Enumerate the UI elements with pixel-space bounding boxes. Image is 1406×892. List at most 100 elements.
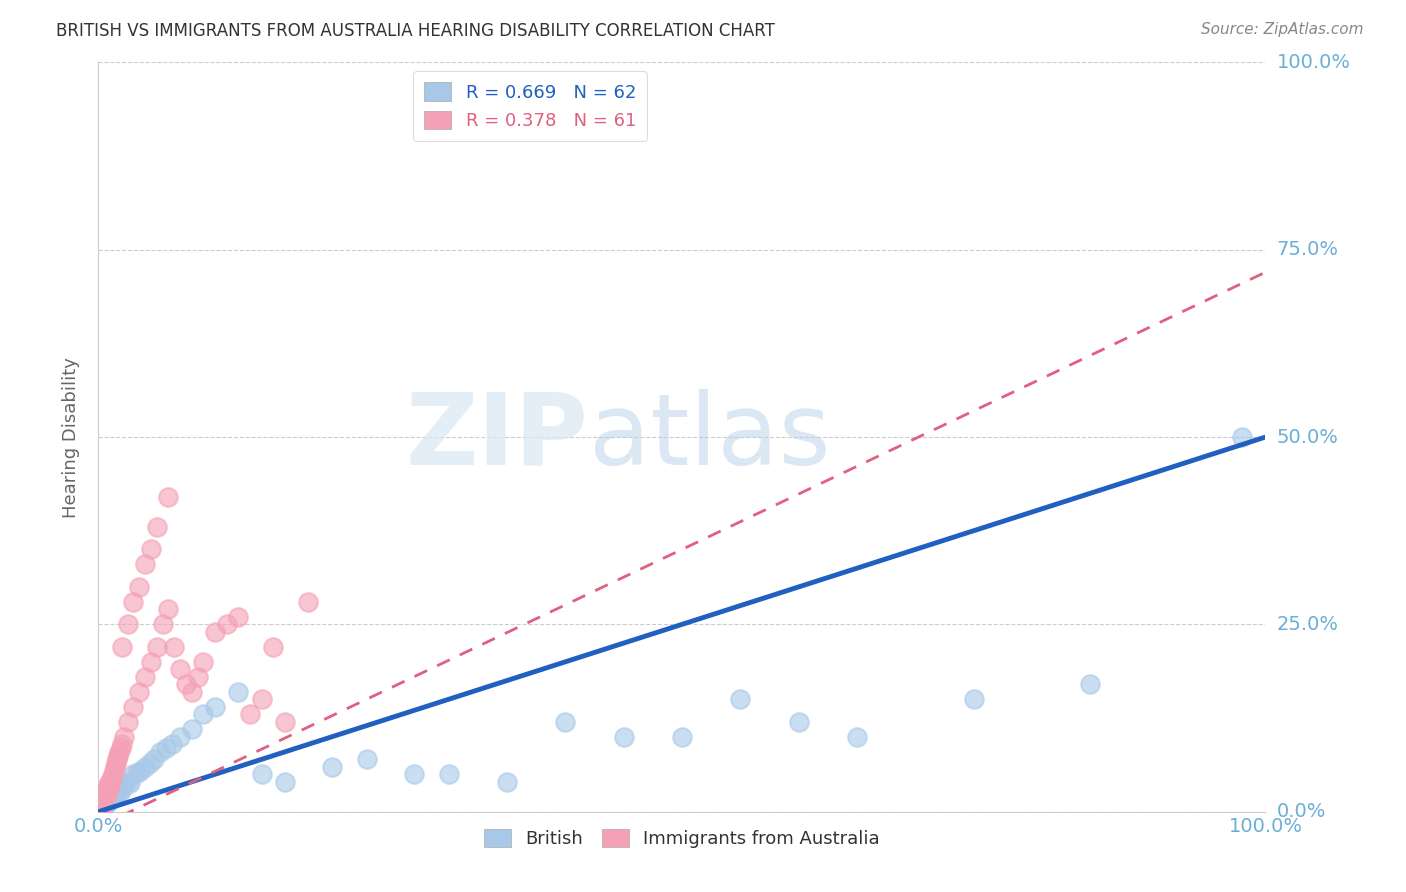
Point <box>89 798 111 813</box>
Point <box>143 752 166 766</box>
Point <box>730 692 752 706</box>
Point <box>149 745 172 759</box>
Y-axis label: Hearing Disability: Hearing Disability <box>62 357 80 517</box>
Point <box>112 730 135 744</box>
Point <box>122 699 145 714</box>
Point <box>169 730 191 744</box>
Point <box>94 786 117 800</box>
Point <box>157 602 180 616</box>
Point <box>91 798 114 813</box>
Point <box>117 617 139 632</box>
Point <box>146 520 169 534</box>
Point <box>146 640 169 654</box>
Point <box>91 799 114 814</box>
Point <box>180 723 202 737</box>
Point <box>98 774 121 789</box>
Point <box>437 767 460 781</box>
Point <box>111 737 134 751</box>
Point <box>250 767 273 781</box>
Point <box>98 792 121 806</box>
Point <box>204 699 226 714</box>
Point <box>98 791 121 805</box>
Point <box>89 801 111 815</box>
Point <box>97 780 120 795</box>
Text: 100.0%: 100.0% <box>1277 53 1351 72</box>
Point <box>97 795 120 809</box>
Point <box>104 760 127 774</box>
Point <box>104 786 127 800</box>
Text: atlas: atlas <box>589 389 830 485</box>
Point <box>96 796 118 810</box>
Text: Source: ZipAtlas.com: Source: ZipAtlas.com <box>1201 22 1364 37</box>
Point <box>239 707 262 722</box>
Point <box>250 692 273 706</box>
Point <box>111 640 134 654</box>
Point <box>91 796 114 810</box>
Point <box>787 714 810 729</box>
Point <box>193 707 215 722</box>
Point <box>402 767 425 781</box>
Point <box>90 797 112 812</box>
Point <box>93 797 115 812</box>
Point <box>90 800 112 814</box>
Point <box>274 774 297 789</box>
Text: 50.0%: 50.0% <box>1277 427 1339 447</box>
Point <box>93 797 115 812</box>
Point <box>97 794 120 808</box>
Point <box>152 617 174 632</box>
Text: ZIP: ZIP <box>406 389 589 485</box>
Point <box>174 677 197 691</box>
Point <box>215 617 238 632</box>
Point <box>98 779 121 793</box>
Point <box>90 802 112 816</box>
Point <box>110 741 132 756</box>
Point <box>96 788 118 802</box>
Point <box>94 796 117 810</box>
Point <box>90 801 112 815</box>
Point <box>187 670 209 684</box>
Point <box>228 685 250 699</box>
Point <box>962 692 984 706</box>
Point <box>134 558 156 572</box>
Point <box>96 783 118 797</box>
Point <box>554 714 576 729</box>
Point <box>204 624 226 639</box>
Point <box>93 793 115 807</box>
Point <box>117 714 139 729</box>
Point <box>321 760 343 774</box>
Point <box>117 774 139 789</box>
Point <box>111 780 134 795</box>
Point <box>100 773 122 788</box>
Text: 75.0%: 75.0% <box>1277 240 1339 260</box>
Point <box>155 741 177 756</box>
Point <box>97 793 120 807</box>
Point <box>274 714 297 729</box>
Point <box>97 793 120 807</box>
Point <box>163 640 186 654</box>
Point <box>228 610 250 624</box>
Point <box>169 662 191 676</box>
Point <box>122 595 145 609</box>
Legend: British, Immigrants from Australia: British, Immigrants from Australia <box>477 822 887 855</box>
Point <box>139 542 162 557</box>
Point <box>91 793 114 807</box>
Point <box>134 670 156 684</box>
Point <box>104 756 127 770</box>
Point <box>122 767 145 781</box>
Point <box>139 655 162 669</box>
Point <box>129 764 152 778</box>
Point <box>125 765 148 780</box>
Text: BRITISH VS IMMIGRANTS FROM AUSTRALIA HEARING DISABILITY CORRELATION CHART: BRITISH VS IMMIGRANTS FROM AUSTRALIA HEA… <box>56 22 775 40</box>
Point <box>128 685 150 699</box>
Point <box>139 756 162 770</box>
Point <box>101 789 124 804</box>
Point <box>356 752 378 766</box>
Point <box>105 752 128 766</box>
Point <box>90 795 112 809</box>
Point <box>671 730 693 744</box>
Point <box>90 797 112 812</box>
Point <box>104 788 127 802</box>
Point <box>94 797 117 812</box>
Point <box>94 789 117 804</box>
Point <box>134 760 156 774</box>
